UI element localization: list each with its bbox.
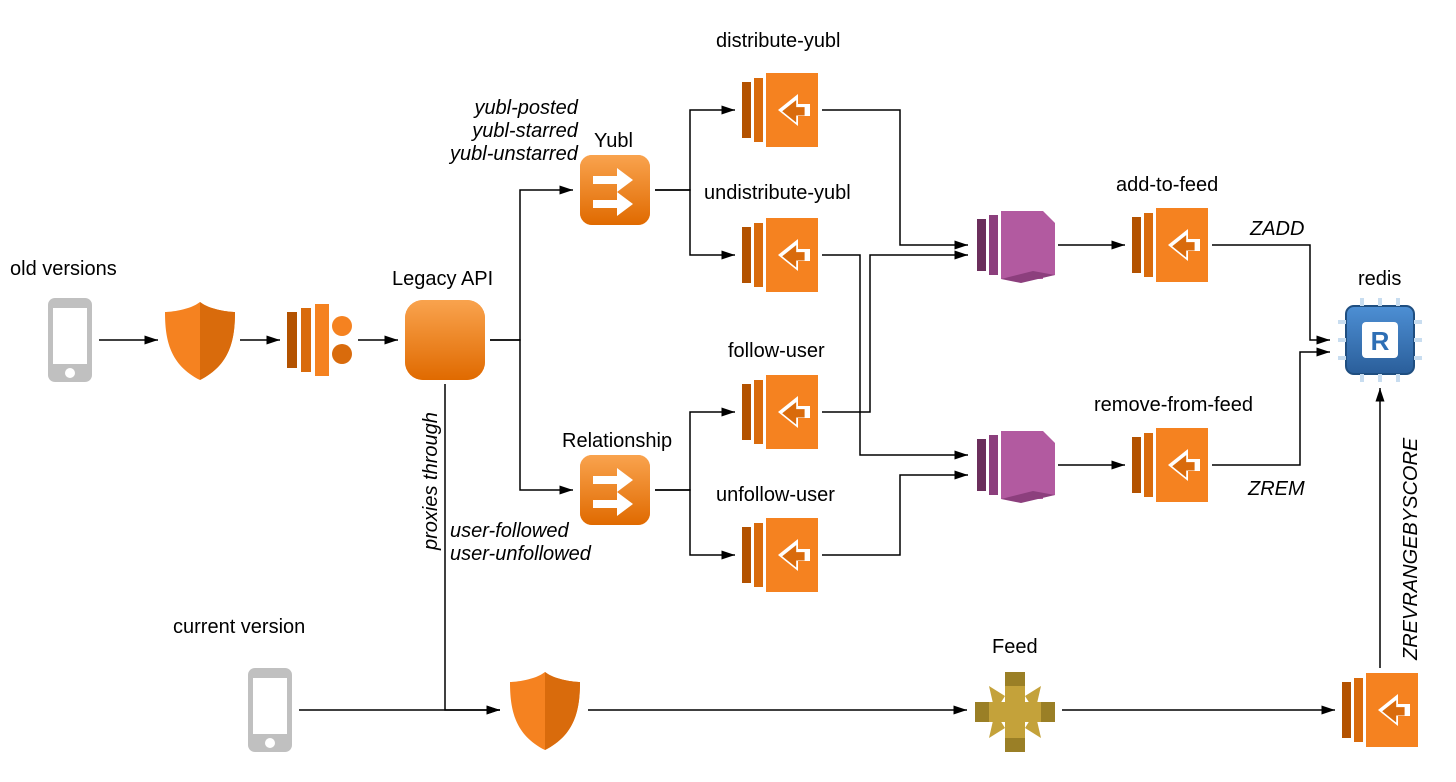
lambda-follow-icon — [742, 375, 818, 449]
label-distribute-yubl: distribute-yubl — [716, 30, 841, 53]
label-undistribute-yubl: undistribute-yubl — [704, 182, 851, 205]
phone-old-icon — [48, 298, 92, 382]
label-old-versions: old versions — [10, 258, 117, 281]
lambda-remove-from-feed-icon — [1132, 428, 1208, 502]
kinesis-relationship-icon — [580, 455, 650, 525]
label-unfollow-user: unfollow-user — [716, 484, 835, 507]
label-legacy-api: Legacy API — [392, 268, 493, 291]
shield-icon — [165, 302, 235, 380]
label-zrem: ZREM — [1248, 478, 1305, 501]
api-gateway-feed-icon — [975, 672, 1055, 752]
architecture-diagram: R — [0, 0, 1456, 782]
label-current-version: current version — [173, 616, 305, 639]
label-yubl: Yubl — [594, 130, 633, 153]
label-add-to-feed: add-to-feed — [1116, 174, 1218, 197]
label-remove-from-feed: remove-from-feed — [1094, 394, 1253, 417]
label-yubl-events: yubl-posted yubl-starred yubl-unstarred — [450, 97, 578, 166]
label-follow-user: follow-user — [728, 340, 825, 363]
label-rel-events: user-followed user-unfollowed — [450, 520, 591, 566]
shield-icon — [510, 672, 580, 750]
phone-current-icon — [248, 668, 292, 752]
kinesis-yubl-icon — [580, 155, 650, 225]
label-zadd: ZADD — [1250, 218, 1304, 241]
lambda-distribute-icon — [742, 73, 818, 147]
label-proxies-through: proxies through — [420, 412, 443, 550]
lambda-feed-icon — [1342, 673, 1418, 747]
label-feed: Feed — [992, 636, 1038, 659]
lambda-undistribute-icon — [742, 218, 818, 292]
lambda-unfollow-icon — [742, 518, 818, 592]
sqs-remove-icon — [977, 431, 1055, 503]
label-relationship: Relationship — [562, 430, 672, 453]
elb-icon — [287, 304, 352, 376]
sqs-add-icon — [977, 211, 1055, 283]
legacy-api-icon — [405, 300, 485, 380]
label-zrevrangebyscore: ZREVRANGEBYSCORE — [1400, 438, 1423, 660]
lambda-add-to-feed-icon — [1132, 208, 1208, 282]
label-redis: redis — [1358, 268, 1401, 291]
redis-icon — [1338, 298, 1422, 382]
